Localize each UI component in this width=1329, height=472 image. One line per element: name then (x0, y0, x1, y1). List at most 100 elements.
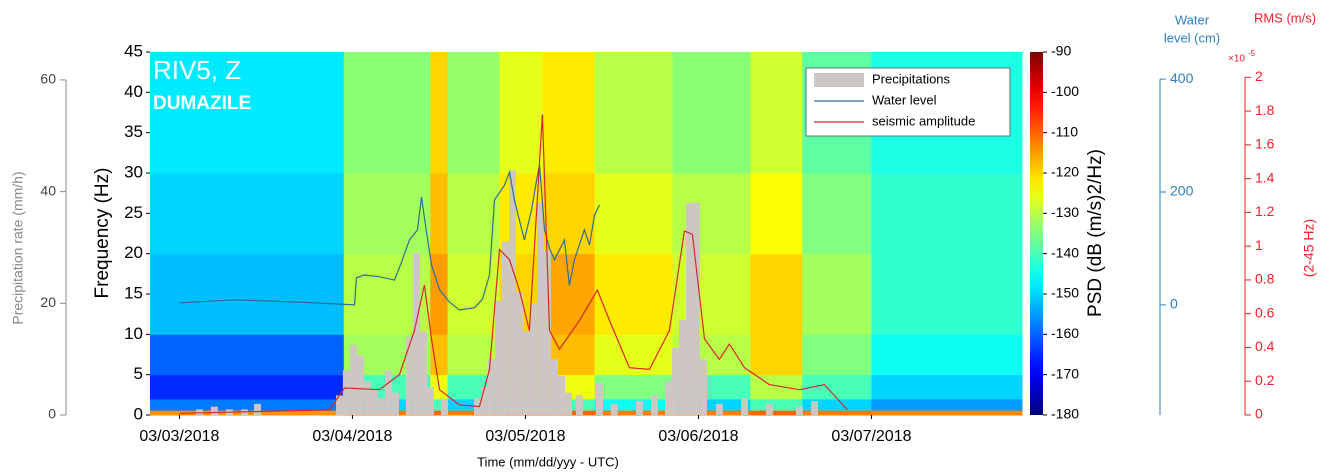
psd-cell (871, 253, 1023, 335)
psd-cell (750, 398, 803, 411)
precipitation-bar (522, 331, 530, 415)
precipitation-tick-label: 60 (40, 71, 56, 87)
psd-cell (594, 334, 674, 376)
colorbar-tick-label: -160 (1051, 325, 1079, 341)
psd-cell (594, 173, 674, 255)
colorbar-tick-label: -150 (1051, 285, 1079, 301)
colorbar-tick-label: -90 (1051, 43, 1071, 59)
psd-cell (150, 173, 345, 255)
precipitation-bar (635, 401, 643, 415)
x-tick-label: 03/03/2018 (139, 428, 219, 445)
psd-cell (672, 398, 751, 411)
water-level-tick-label: 0 (1170, 296, 1178, 312)
psd-cell (447, 52, 500, 174)
psd-cell (499, 52, 544, 174)
y-axis-label: Frequency (Hz) (92, 168, 113, 299)
precipitation-tick-label: 40 (40, 182, 56, 198)
psd-cell (871, 374, 1023, 400)
rms-multiplier: ×10 (1228, 54, 1245, 65)
colorbar-tick-label: -110 (1051, 123, 1078, 139)
colorbar-tick-label: -140 (1051, 244, 1079, 260)
psd-cell (871, 398, 1023, 411)
rms-tick-label: 1 (1255, 237, 1263, 253)
rms-sublabel: (2-45 Hz) (1301, 219, 1317, 277)
water-axis-label: Water (1175, 12, 1210, 27)
rms-tick-label: 1.4 (1255, 169, 1275, 185)
psd-cell (150, 52, 345, 174)
precipitation-bar (253, 403, 261, 415)
y-tick-label: 20 (124, 243, 143, 262)
precipitation-bar (765, 403, 773, 415)
colorbar-tick-label: -130 (1051, 204, 1079, 220)
precipitation-bar (480, 387, 488, 415)
psd-cell (750, 374, 803, 400)
psd-cell (430, 253, 449, 335)
precipitation-bar (543, 250, 551, 415)
water-level-tick-label: 200 (1170, 183, 1194, 199)
psd-cell (594, 410, 674, 416)
psd-cell (750, 410, 803, 416)
precipitation-bar (426, 387, 434, 415)
precipitation-bar (665, 381, 673, 415)
y-tick-label: 10 (124, 324, 143, 343)
psd-cell (447, 398, 500, 411)
psd-cell (430, 398, 449, 411)
y-tick-label: 35 (124, 122, 143, 141)
precipitation-bar (342, 370, 350, 415)
psd-cell (594, 253, 674, 335)
precipitation-bar (356, 355, 364, 415)
x-tick-label: 03/04/2018 (312, 428, 392, 445)
psd-cell (430, 410, 449, 416)
psd-cell (750, 52, 803, 174)
y-tick-label: 30 (124, 162, 143, 181)
precipitation-bar (595, 383, 603, 415)
precipitation-bar (679, 320, 687, 415)
precipitation-bar (796, 406, 804, 415)
y-tick-label: 15 (124, 283, 143, 302)
precipitation-bar (412, 253, 420, 415)
precipitation-bar (565, 392, 573, 415)
precipitation-bar (685, 202, 693, 415)
psd-cell (150, 253, 345, 335)
rms-tick-label: 1.8 (1255, 102, 1275, 118)
psd-cell (594, 52, 674, 174)
psd-cell (750, 253, 803, 335)
y-tick-label: 45 (124, 41, 143, 60)
y-tick-label: 40 (124, 82, 143, 101)
precipitation-bar (405, 336, 413, 415)
psd-cell (150, 374, 345, 400)
precipitation-bar (575, 394, 583, 415)
legend-label: seismic amplitude (872, 113, 975, 128)
psd-cell (802, 398, 872, 411)
precipitation-bar (363, 381, 371, 415)
psd-cell (672, 52, 751, 174)
rms-axis-label: RMS (m/s) (1254, 10, 1316, 25)
precipitation-tick-label: 0 (48, 406, 56, 422)
precipitation-bar (335, 395, 343, 415)
water-axis-label: level (cm) (1164, 30, 1220, 45)
colorbar-tick-label: -170 (1051, 365, 1079, 381)
rms-tick-label: 0.6 (1255, 304, 1275, 320)
precipitation-bar (494, 300, 502, 415)
precipitation-bar (508, 170, 516, 415)
precipitation-bar (195, 409, 203, 415)
psd-cell (343, 173, 431, 255)
rms-tick-label: 0.4 (1255, 338, 1275, 354)
site-label: DUMAZILE (153, 93, 251, 114)
psd-cell (750, 173, 803, 255)
precipitation-bar (651, 395, 659, 415)
rms-tick-label: 0.8 (1255, 271, 1275, 287)
precipitation-bar (692, 202, 700, 415)
psd-axis-label: PSD (dB (m/s)2/Hz) (1085, 149, 1106, 317)
colorbar-tick-label: -180 (1051, 406, 1079, 422)
precipitation-bar (671, 347, 679, 415)
precipitation-bar (551, 359, 559, 415)
station-label: RIV5, Z (153, 55, 241, 85)
precipitation-bar (715, 403, 723, 415)
precipitation-bar (501, 241, 509, 415)
psd-cell (343, 52, 431, 174)
psd-cell (150, 398, 345, 411)
precipitation-bar (349, 345, 357, 415)
precipitation-bar (699, 359, 707, 415)
